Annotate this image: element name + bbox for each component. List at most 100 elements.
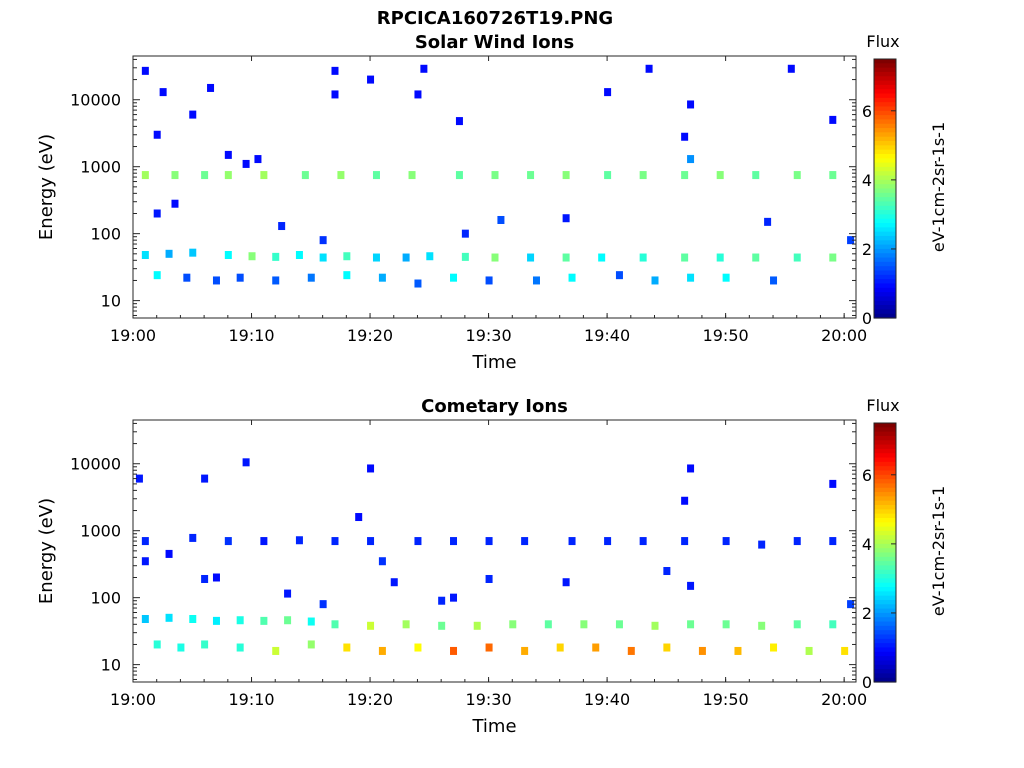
colorbar-segment <box>874 210 896 215</box>
colorbar-segment <box>874 76 896 82</box>
heatmap-cell <box>687 464 695 473</box>
colorbar-segment <box>874 535 896 541</box>
y-tick-label: 100 <box>90 589 121 608</box>
heatmap-cell <box>687 155 695 164</box>
heatmap-cell <box>224 250 232 259</box>
colorbar-segment <box>874 300 896 306</box>
colorbar-segment <box>874 110 896 116</box>
colorbar-segment <box>874 677 896 683</box>
heatmap-cell <box>260 537 268 546</box>
heatmap-cell <box>207 83 215 92</box>
heatmap-cell <box>758 621 766 630</box>
heatmap-cell <box>521 646 529 655</box>
colorbar-title: Flux <box>866 32 899 51</box>
heatmap-cell <box>414 279 422 288</box>
colorbar-segment <box>874 119 896 125</box>
heatmap-cell <box>829 479 837 488</box>
heatmap-cell <box>242 159 250 168</box>
heatmap-cell <box>189 110 197 119</box>
heatmap-cell <box>183 273 191 282</box>
heatmap-cell <box>491 171 499 180</box>
heatmap-cell <box>544 620 552 629</box>
colorbar-tick-label: 6 <box>862 466 872 485</box>
heatmap-cell <box>438 621 446 630</box>
heatmap-cell <box>722 620 730 629</box>
colorbar-segment <box>874 153 896 159</box>
heatmap-cell <box>485 276 493 285</box>
heatmap-cell <box>562 578 570 587</box>
colorbar-segment <box>874 556 896 562</box>
heatmap-cell <box>295 536 303 545</box>
heatmap-cell <box>716 253 724 262</box>
heatmap-cell <box>604 537 612 546</box>
colorbar-segment <box>874 63 896 69</box>
colorbar-segment <box>874 123 896 129</box>
heatmap-cell <box>319 600 327 609</box>
colorbar-segment <box>874 582 896 588</box>
heatmap-cell <box>426 252 434 261</box>
colorbar-segment <box>874 651 896 657</box>
colorbar-segment <box>874 660 896 666</box>
heatmap-cell <box>829 537 837 546</box>
colorbar-segment <box>874 565 896 571</box>
x-tick-label: 20:00 <box>821 690 867 709</box>
heatmap-cell <box>141 171 149 180</box>
heatmap-cell <box>331 90 339 99</box>
heatmap-cell <box>562 171 570 180</box>
colorbar-tick-label: 6 <box>862 102 872 121</box>
colorbar-segment <box>874 84 896 90</box>
heatmap-cell <box>201 474 209 483</box>
heatmap-cell <box>141 614 149 623</box>
colorbar-segment <box>874 115 896 121</box>
heatmap-cell <box>793 253 801 262</box>
colorbar-tick-label: 0 <box>862 309 872 328</box>
heatmap-cell <box>687 273 695 282</box>
heatmap-cell <box>284 616 292 625</box>
colorbar-segment <box>874 128 896 133</box>
colorbar-segment <box>874 492 896 497</box>
colorbar-segment <box>874 669 896 674</box>
colorbar-segment <box>874 162 896 168</box>
colorbar-segment <box>874 513 896 519</box>
heatmap-cell <box>224 150 232 159</box>
heatmap-cell <box>372 171 380 180</box>
colorbar-segment <box>874 279 896 285</box>
heatmap-cell <box>450 646 458 655</box>
heatmap-cell <box>153 130 161 139</box>
colorbar-segment <box>874 461 896 467</box>
y-axis-label: Energy (eV) <box>36 134 57 240</box>
heatmap-cell <box>438 596 446 605</box>
heatmap-cell <box>841 646 849 655</box>
colorbar-segment <box>874 71 896 77</box>
heatmap-cell <box>687 581 695 590</box>
colorbar-title: Flux <box>866 396 899 415</box>
colorbar-segment <box>874 587 896 592</box>
heatmap-cell <box>793 171 801 180</box>
colorbar-segment <box>874 591 896 597</box>
heatmap-cell <box>189 248 197 257</box>
heatmap-cell <box>568 273 576 282</box>
colorbar-segment <box>874 621 896 627</box>
heatmap-cell <box>698 646 706 655</box>
heatmap-cell <box>485 574 493 583</box>
heatmap-cell <box>141 537 149 546</box>
heatmap-cell <box>485 537 493 546</box>
heatmap-cell <box>254 155 262 164</box>
heatmap-cell <box>331 66 339 75</box>
heatmap-cell <box>770 643 778 652</box>
colorbar-segment <box>874 530 896 536</box>
figure-title: RPCICA160726T19.PNG <box>377 8 613 29</box>
cometary-panel: Cometary Ions 19:00 19:10 19:20 19:30 19:40 19… <box>36 396 948 737</box>
colorbar-label: eV-1cm-2sr-1s-1 <box>929 486 948 616</box>
heatmap-cell <box>307 617 315 626</box>
heatmap-cell <box>367 537 375 546</box>
heatmap-cell <box>497 215 505 224</box>
heatmap-cell <box>248 252 256 261</box>
colorbar-segment <box>874 102 896 108</box>
heatmap-cell <box>455 117 463 126</box>
x-tick-label: 19:40 <box>584 326 630 345</box>
heatmap-cell <box>153 271 161 280</box>
colorbar-segment <box>874 612 896 618</box>
colorbar-segment <box>874 201 896 207</box>
colorbar-segment <box>874 141 896 146</box>
